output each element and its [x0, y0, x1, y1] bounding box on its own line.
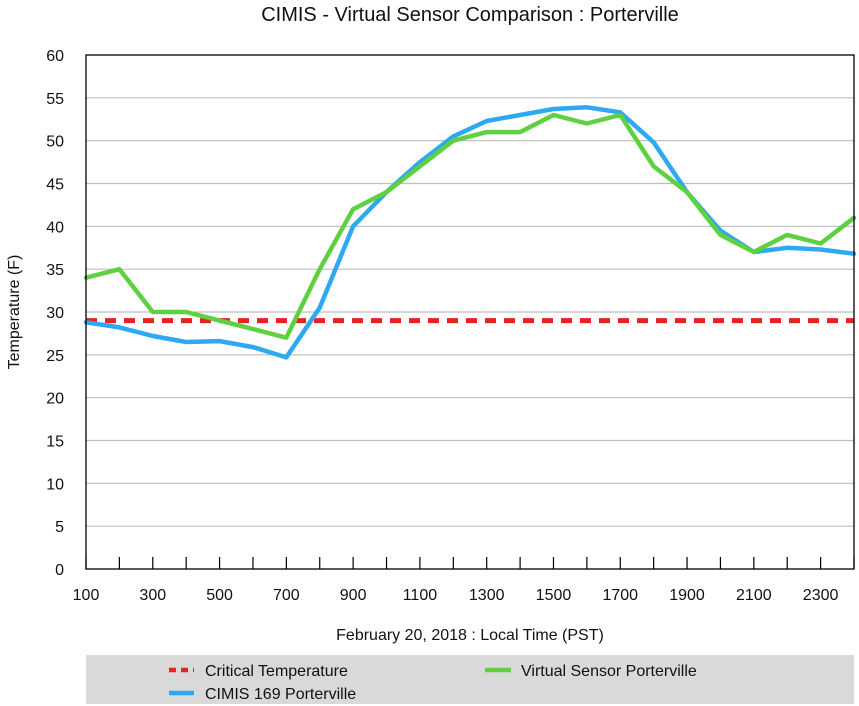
x-tick-label: 1300	[469, 587, 505, 604]
x-tick-label: 1100	[403, 587, 438, 604]
x-axis-label: February 20, 2018 : Local Time (PST)	[336, 627, 604, 644]
y-tick-label: 55	[46, 91, 64, 108]
y-tick-label: 35	[46, 262, 64, 279]
y-axis-ticks: 0 5 10 15 20 25 30 35 40 45 50 55 60	[46, 48, 64, 579]
y-tick-label: 45	[46, 177, 64, 194]
x-tick-label: 2100	[736, 587, 772, 604]
y-tick-label: 0	[55, 562, 64, 579]
x-tick-label: 1900	[669, 587, 705, 604]
x-tick-label: 700	[273, 587, 300, 604]
y-tick-label: 60	[46, 48, 64, 65]
series-layer	[83, 105, 857, 360]
y-tick-label: 5	[55, 519, 64, 536]
series-line-cimis-169-porterville	[83, 105, 857, 360]
plot-border	[85, 54, 855, 570]
legend: Critical Temperature Virtual Sensor Porte…	[86, 655, 854, 704]
legend-label: Critical Temperature	[205, 663, 348, 680]
chart-title: CIMIS - Virtual Sensor Comparison : Port…	[261, 4, 679, 26]
y-tick-label: 30	[46, 305, 64, 322]
y-tick-label: 40	[46, 219, 64, 236]
y-tick-label: 25	[46, 348, 64, 365]
y-tick-label: 10	[46, 476, 64, 493]
series-line-virtual-sensor-porterville	[83, 112, 857, 340]
x-tick-label: 1700	[602, 587, 638, 604]
x-tick-label: 1500	[536, 587, 572, 604]
x-axis-ticks: 100 300 500 700 900 1100 1300 1500 1700 1900 2100 2…	[73, 557, 855, 604]
x-tick-label: 900	[340, 587, 367, 604]
grid	[86, 97, 854, 527]
legend-label: Virtual Sensor Porterville	[521, 663, 697, 680]
legend-label: CIMIS 169 Porterville	[205, 686, 356, 703]
y-tick-label: 20	[46, 391, 64, 408]
x-tick-label: 500	[206, 587, 233, 604]
legend-background	[86, 655, 854, 704]
x-tick-label: 2300	[803, 587, 839, 604]
x-tick-label: 100	[73, 587, 100, 604]
y-tick-label: 15	[46, 434, 64, 451]
y-axis-label: Temperature (F)	[6, 255, 23, 370]
y-tick-label: 50	[46, 134, 64, 151]
x-tick-label: 300	[139, 587, 166, 604]
